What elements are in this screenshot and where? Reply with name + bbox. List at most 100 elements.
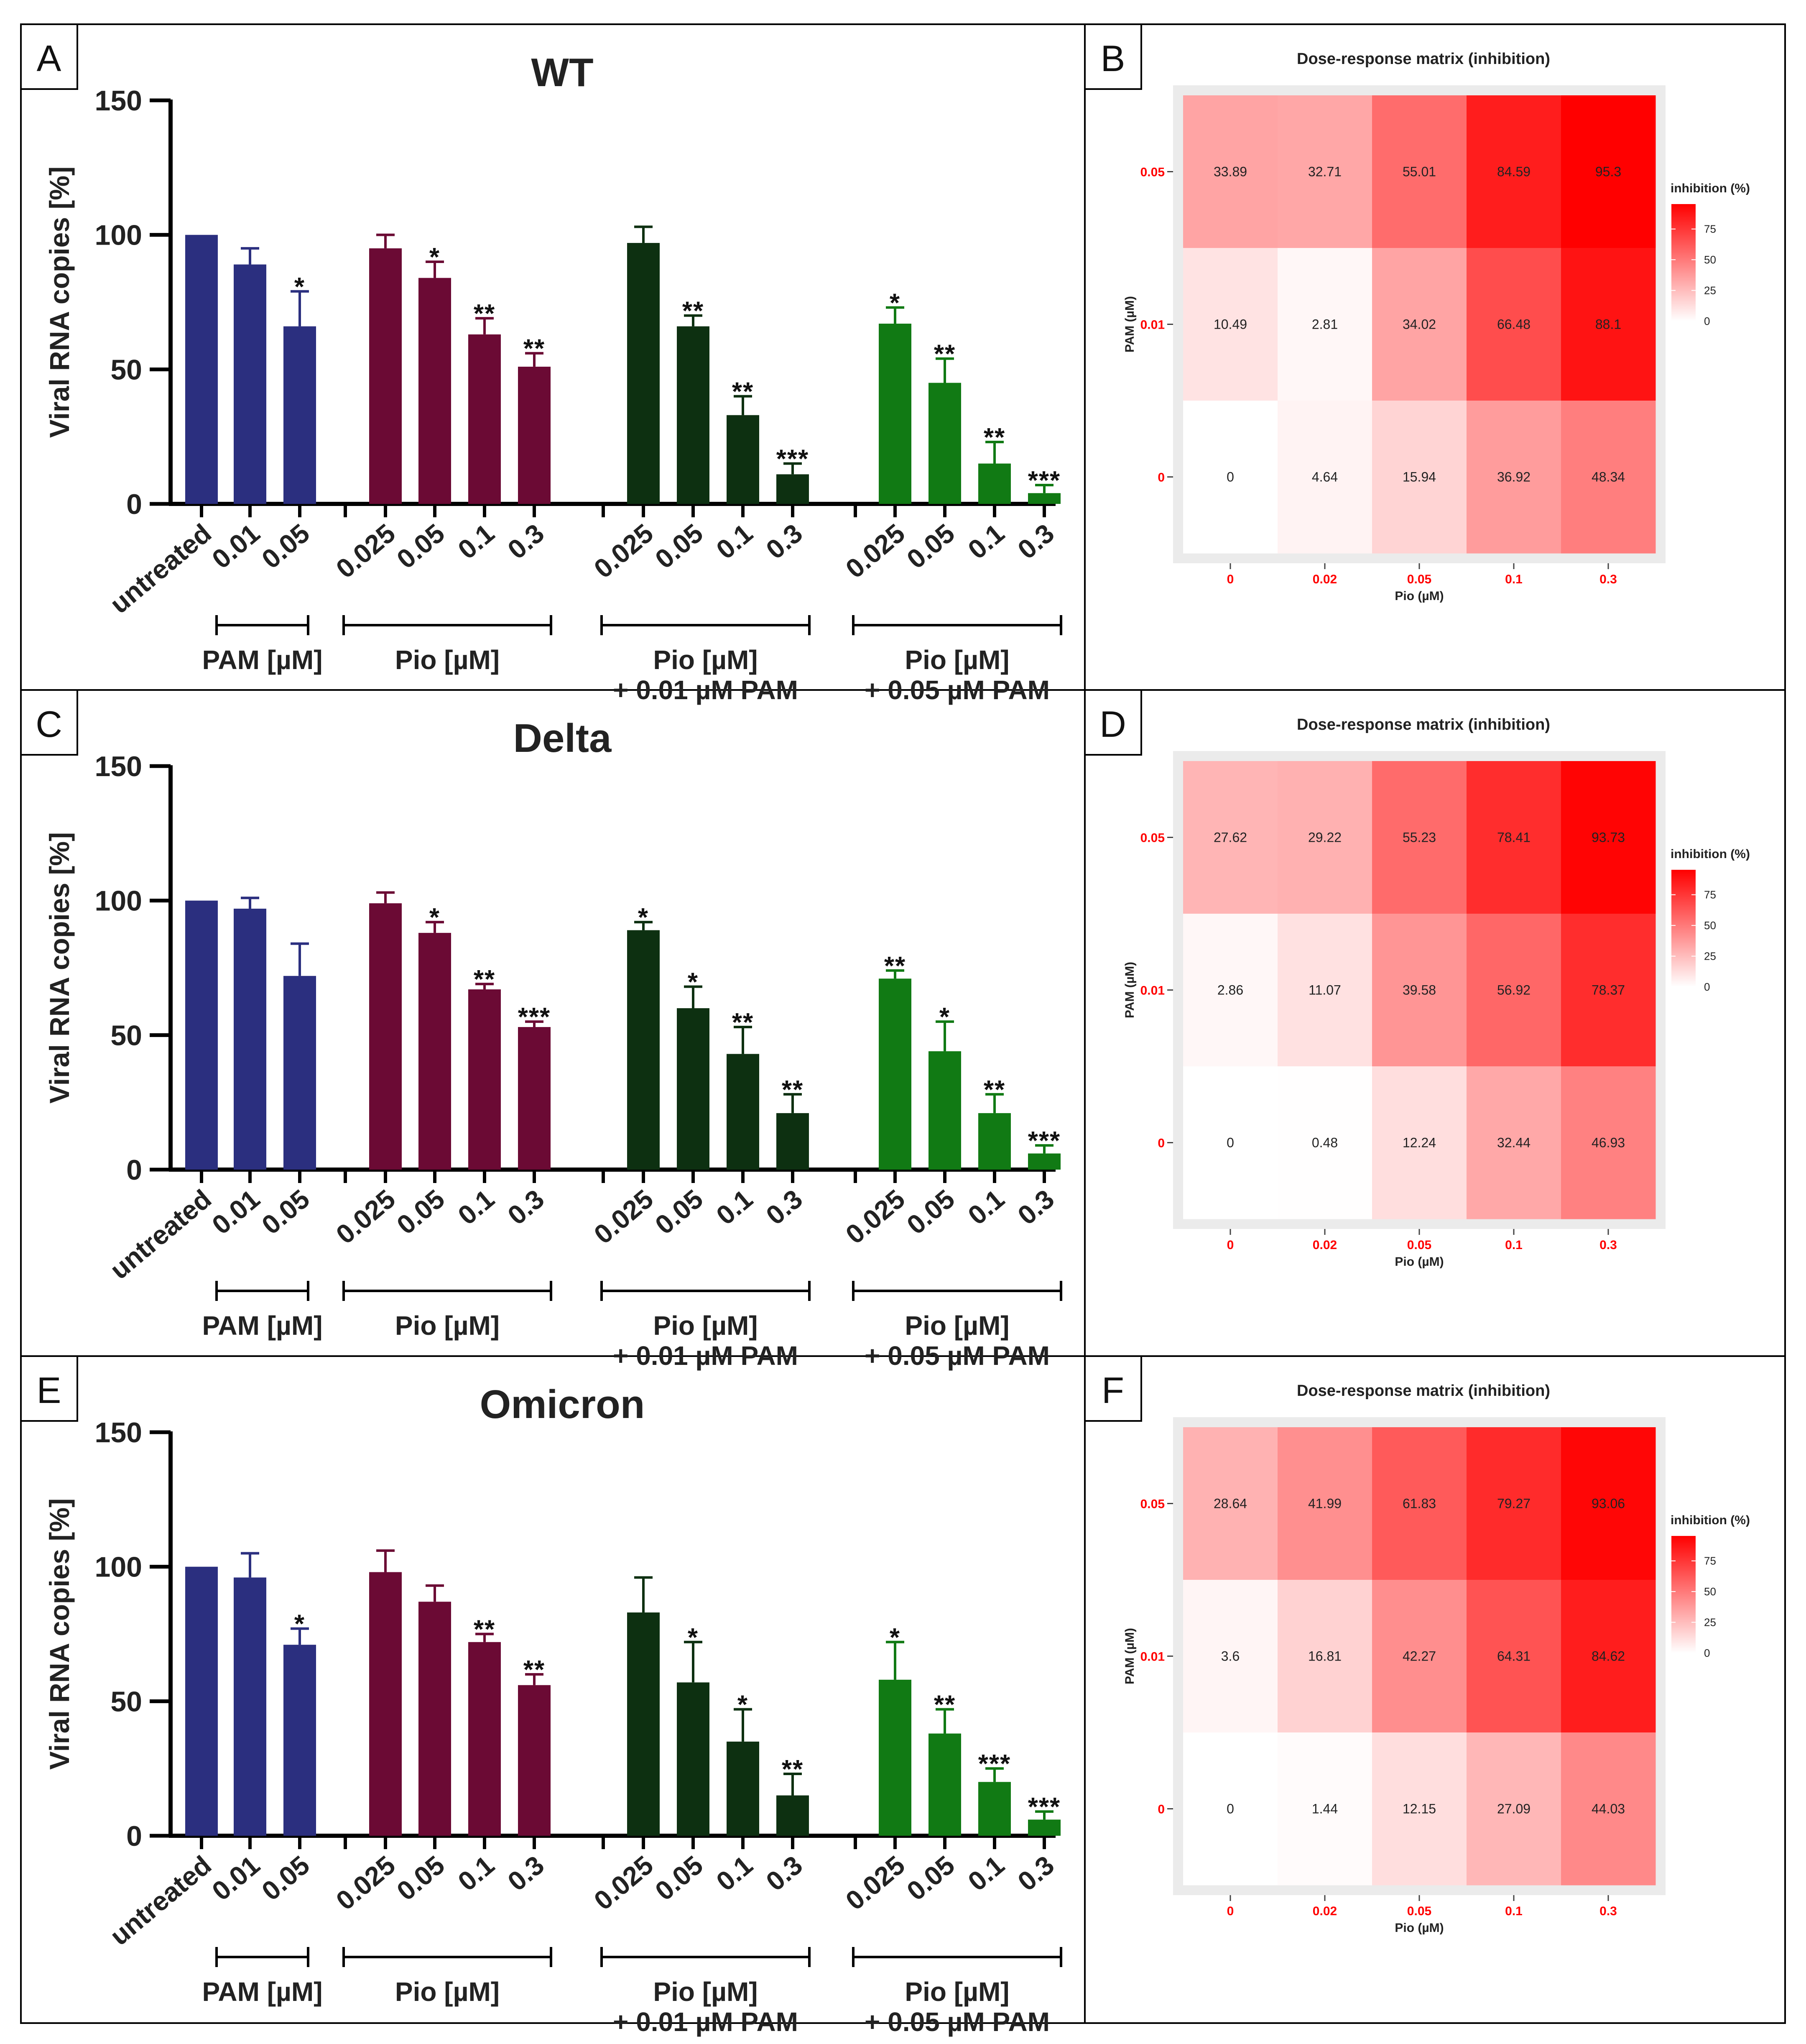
heatmap-cell-value: 27.62: [1214, 830, 1247, 845]
x-tick-label: 0.1: [452, 518, 500, 565]
significance-marker: **: [984, 423, 1005, 452]
x-tick-label: 0.05: [256, 1184, 315, 1240]
heatmap-x-tick-label: 0.02: [1313, 572, 1337, 586]
significance-marker: *: [939, 1003, 950, 1032]
heatmap-cell: [1561, 1580, 1656, 1733]
bar: [418, 933, 451, 1170]
heatmap-cell-value: 48.34: [1592, 470, 1625, 485]
x-tick-label: 0.3: [760, 1184, 808, 1231]
bar: [879, 323, 911, 504]
x-tick-label: 0.025: [588, 1184, 659, 1250]
heatmap-x-tick-label: 0.1: [1505, 1238, 1523, 1252]
legend-tick-label: 50: [1704, 253, 1716, 266]
group-label: Pio [µM]: [905, 1311, 1009, 1341]
heatmap-cell: [1183, 95, 1278, 248]
bar: [283, 976, 316, 1170]
heatmap-cell-value: 0: [1227, 1801, 1234, 1817]
y-tick-label: 0: [126, 1154, 142, 1186]
significance-marker: *: [688, 1623, 699, 1652]
significance-marker: *: [890, 1623, 900, 1652]
heatmap-b: B Dose-response matrix (inhibition) 33.89 3…: [1084, 23, 1750, 603]
bar: [677, 1008, 709, 1170]
bar: [234, 264, 266, 504]
y-tick-label: 150: [95, 85, 142, 117]
heatmap-cell: [1278, 1732, 1372, 1886]
heatmap-cell: [1183, 1580, 1278, 1733]
bar: [518, 1685, 551, 1836]
heatmap-y-tick-label: 0.05: [1140, 1497, 1165, 1511]
x-tick-label: 0.3: [760, 518, 808, 565]
legend-tick-label: 25: [1704, 284, 1716, 297]
heatmap-x-tick-label: 0.1: [1505, 572, 1523, 586]
x-tick-label: 0.3: [502, 518, 550, 565]
x-tick-label: 0.025: [840, 518, 911, 584]
group-label: Pio [µM]: [395, 1977, 500, 2007]
group-label: + 0.05 µM PAM: [865, 1341, 1050, 1371]
heatmap-y-tick-label: 0.05: [1140, 166, 1165, 179]
bar: [879, 1679, 911, 1836]
heatmap-cell-value: 3.6: [1221, 1649, 1240, 1664]
heatmap-cell-value: 0.48: [1312, 1135, 1338, 1150]
significance-marker: **: [732, 1008, 754, 1037]
heatmap-title: Dose-response matrix (inhibition): [1297, 1382, 1550, 1400]
heatmap-cell: [1467, 95, 1561, 248]
panel-letter: D: [1099, 703, 1126, 745]
x-tick-label: 0.01: [206, 1184, 265, 1240]
significance-marker: *: [688, 968, 699, 997]
bar: [185, 235, 218, 504]
chart-title: WT: [531, 50, 593, 95]
legend-tick-label: 25: [1704, 1616, 1716, 1629]
legend-tick-label: 50: [1704, 1585, 1716, 1598]
heatmap-cell: [1372, 248, 1467, 401]
heatmap-cell: [1372, 1066, 1467, 1219]
heatmap-x-tick-label: 0: [1227, 572, 1234, 586]
significance-marker: *: [890, 289, 900, 317]
heatmap-cell-value: 39.58: [1403, 983, 1436, 998]
x-tick-label: 0.3: [502, 1184, 550, 1231]
heatmap-cell-value: 2.81: [1312, 317, 1338, 332]
bar: [518, 366, 551, 504]
significance-marker: **: [523, 1656, 545, 1684]
y-tick-label: 50: [110, 354, 142, 386]
heatmap-cell-value: 78.41: [1497, 830, 1531, 845]
heatmap-cell-value: 84.62: [1592, 1649, 1625, 1664]
x-tick-label: 0.05: [649, 518, 709, 575]
heatmap-cell-value: 88.1: [1595, 317, 1621, 332]
x-tick-label: untreated: [104, 1850, 217, 1952]
legend-tick-label: 75: [1704, 1555, 1716, 1567]
bar: [418, 278, 451, 504]
heatmap-cell: [1183, 761, 1278, 914]
bar: [1028, 493, 1061, 504]
y-tick-label: 100: [95, 220, 142, 251]
legend-color-bar: [1671, 870, 1696, 987]
panel-letter: A: [37, 38, 61, 79]
heatmap-f: F Dose-response matrix (inhibition) 28.64 4…: [1084, 1355, 1750, 1935]
heatmap-cell: [1372, 914, 1467, 1067]
bar: [185, 900, 218, 1170]
bar: [468, 989, 501, 1170]
heatmap-cell-value: 42.27: [1403, 1649, 1436, 1664]
x-tick-label: 0.025: [588, 1850, 659, 1916]
bar: [418, 1602, 451, 1836]
heatmap-y-axis-label: PAM (µM): [1123, 1628, 1137, 1684]
x-tick-label: 0.05: [901, 1184, 960, 1240]
heatmap-cell: [1561, 95, 1656, 248]
heatmap-cell: [1278, 914, 1372, 1067]
panel-letter: B: [1101, 38, 1125, 79]
heatmap-cell-value: 41.99: [1308, 1496, 1342, 1511]
heatmap-cell: [1278, 1580, 1372, 1733]
x-tick-label: 0.1: [452, 1850, 500, 1897]
significance-marker: *: [429, 243, 440, 272]
heatmap-x-tick-label: 0.3: [1599, 1238, 1617, 1252]
chart-title: Omicron: [480, 1382, 645, 1427]
group-label: Pio [µM]: [653, 645, 758, 675]
heatmap-y-axis-label: PAM (µM): [1123, 962, 1137, 1018]
bar-chart-wt: A WT 0 50 100 150 Viral RNA copies [%] untreate…: [20, 23, 1062, 705]
heatmap-x-tick-label: 0: [1227, 1904, 1234, 1918]
heatmap-cell: [1467, 401, 1561, 554]
y-tick-label: 50: [110, 1019, 142, 1051]
group-label: + 0.01 µM PAM: [613, 675, 798, 705]
x-tick-label: 0.3: [1012, 1184, 1060, 1231]
panel-letter: E: [37, 1369, 61, 1411]
legend-title: inhibition (%): [1671, 181, 1750, 195]
